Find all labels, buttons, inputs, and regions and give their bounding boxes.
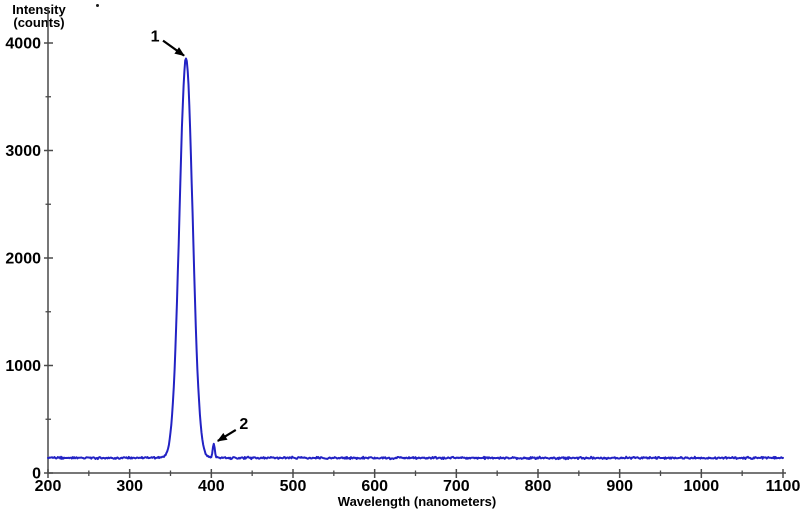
x-axis-title: Wavelength (nanometers) bbox=[337, 494, 497, 509]
y-axis-title: Intensity (counts) bbox=[0, 3, 78, 29]
x-tick-label: 700 bbox=[443, 478, 470, 495]
y-axis-title-line2: (counts) bbox=[13, 15, 65, 30]
annotation-arrow bbox=[216, 429, 237, 442]
x-tick-label: 800 bbox=[525, 478, 552, 495]
y-axis-title-line1: Intensity bbox=[12, 2, 66, 17]
x-tick-label: 500 bbox=[280, 478, 307, 495]
x-tick-label: 400 bbox=[198, 478, 225, 495]
x-tick-label: 200 bbox=[35, 478, 62, 495]
axis-lines bbox=[47, 8, 786, 474]
y-tick-label: 4000 bbox=[5, 36, 41, 53]
peak-annotation-label: 1 bbox=[151, 29, 160, 46]
x-tick-label: 1100 bbox=[766, 478, 800, 495]
x-tick-label: 300 bbox=[116, 478, 143, 495]
x-tick-label: 900 bbox=[606, 478, 633, 495]
x-tick-label: 1000 bbox=[684, 478, 720, 495]
x-tick-label: 600 bbox=[361, 478, 388, 495]
y-tick-label: 3000 bbox=[5, 143, 41, 160]
artifact-dot bbox=[96, 4, 99, 7]
peak-annotation-label: 2 bbox=[239, 416, 248, 433]
annotation-arrow bbox=[162, 39, 185, 57]
y-tick-label: 0 bbox=[32, 466, 41, 483]
y-tick-label: 1000 bbox=[5, 358, 41, 375]
y-tick-label: 2000 bbox=[5, 251, 41, 268]
spectrum-trace bbox=[47, 57, 784, 461]
